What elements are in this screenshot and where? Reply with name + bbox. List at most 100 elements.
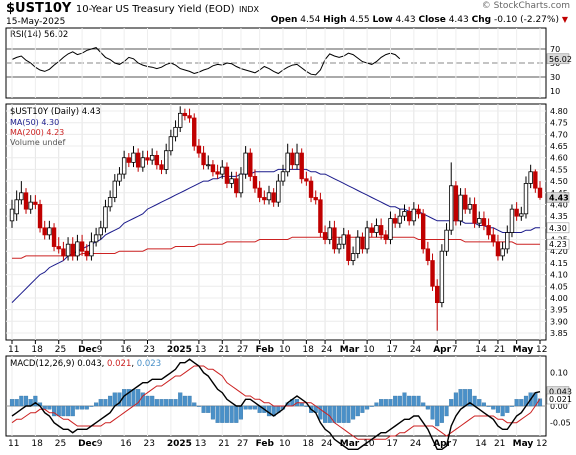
macd-histogram-bar bbox=[430, 405, 435, 420]
price-close-tag: 4.43 bbox=[549, 193, 569, 202]
price-legend-ma200: MA(200) 4.23 bbox=[10, 128, 64, 137]
candle-body bbox=[285, 152, 290, 173]
macd-histogram-bar bbox=[145, 395, 150, 407]
candle-body bbox=[509, 208, 515, 233]
macd-legend-text: MACD(12,26,9) 0.043, 0.021, 0.023 bbox=[10, 359, 161, 369]
candle-body bbox=[163, 150, 169, 170]
macd-histogram-bar bbox=[500, 405, 505, 417]
candle-body bbox=[224, 166, 230, 184]
ohlc-readout: Open 4.54 High 4.55 Low 4.43 Close 4.43 … bbox=[271, 15, 568, 25]
macd-histogram-bar bbox=[131, 389, 136, 407]
candle-body bbox=[336, 243, 342, 250]
price-ytick-label: 4.05 bbox=[550, 282, 568, 291]
price-xtick-label: 17 bbox=[386, 345, 397, 355]
exchange-label: INDX bbox=[239, 5, 259, 14]
price-xtick-label: 13 bbox=[195, 345, 206, 355]
candle-body bbox=[449, 185, 454, 231]
candle-body bbox=[472, 204, 477, 224]
rsi-legend-text: RSI(14) 56.02 bbox=[10, 30, 68, 40]
macd-histogram-bar bbox=[178, 392, 183, 407]
candle-body bbox=[491, 234, 496, 243]
candle-body bbox=[500, 248, 505, 257]
macd-histogram-bar bbox=[210, 405, 215, 420]
candle-body bbox=[280, 171, 286, 182]
macd-line bbox=[11, 358, 541, 450]
candle-body bbox=[93, 234, 99, 243]
candle-body bbox=[304, 178, 309, 182]
price-xtick-label: 9 bbox=[97, 345, 103, 355]
macd-histogram-bar bbox=[346, 405, 351, 423]
price-ytick-label: 4.65 bbox=[550, 142, 568, 151]
candle-body bbox=[234, 178, 239, 194]
price-ytick-label: 4.70 bbox=[550, 130, 568, 139]
candle-body bbox=[453, 185, 459, 222]
macd-histogram-bar bbox=[52, 405, 57, 417]
macd-histogram-bar bbox=[14, 399, 19, 407]
price-panel-frame bbox=[5, 103, 547, 341]
ma50-value-tag-box bbox=[546, 222, 570, 234]
rsi-ytick-label: 10 bbox=[550, 87, 560, 96]
macd-histogram-bar bbox=[411, 395, 416, 407]
macd-histogram-bar bbox=[467, 389, 472, 407]
ma200-line bbox=[12, 236, 540, 259]
macd-histogram-bar bbox=[477, 399, 482, 407]
macd-histogram-bar bbox=[243, 405, 248, 410]
macd-histogram-bar bbox=[393, 395, 398, 407]
rsi-value-tag: 56.02 bbox=[549, 55, 572, 64]
candle-body bbox=[178, 112, 183, 128]
candle-body bbox=[467, 204, 473, 210]
macd-xtick-label: 21 bbox=[494, 439, 505, 449]
price-ytick-label: 4.80 bbox=[550, 107, 568, 116]
macd-xtick-label: 12 bbox=[536, 439, 547, 449]
macd-histogram-bar bbox=[215, 405, 220, 423]
price-xtick-label: 21 bbox=[218, 345, 229, 355]
candle-body bbox=[388, 218, 393, 240]
price-ytick-label: 3.95 bbox=[550, 306, 568, 315]
candle-body bbox=[257, 187, 262, 198]
price-ytick-label: 4.00 bbox=[550, 294, 568, 303]
price-ytick-label: 3.90 bbox=[550, 317, 568, 326]
candle-body bbox=[378, 225, 384, 236]
price-xtick-label: Feb bbox=[256, 345, 275, 355]
candle-body bbox=[439, 250, 445, 304]
macd-histogram-bar bbox=[337, 405, 342, 423]
macd-histogram-bar bbox=[519, 399, 524, 407]
candle-body bbox=[308, 180, 314, 198]
macd-legend-part-3: 0.021 bbox=[107, 359, 131, 369]
candle-body bbox=[145, 157, 150, 161]
price-ytick-label: 3.85 bbox=[550, 329, 568, 338]
candle-body bbox=[318, 199, 323, 233]
macd-histogram-bar bbox=[341, 405, 346, 423]
macd-xtick-label: Feb bbox=[256, 439, 275, 449]
ma50-value-tag: 4.30 bbox=[549, 224, 567, 233]
price-xtick-label: Apr bbox=[433, 345, 451, 355]
candle-body bbox=[332, 227, 337, 250]
macd-value-tag: 0.043 bbox=[549, 388, 572, 397]
macd-xtick-label: May bbox=[513, 439, 534, 449]
macd-histogram-bar bbox=[407, 395, 412, 407]
candle-body bbox=[107, 197, 113, 208]
macd-histogram-bar bbox=[252, 405, 258, 410]
price-legend-symbol: $UST10Y (Daily) 4.43 bbox=[10, 107, 101, 117]
low-value: 4.43 bbox=[395, 15, 416, 25]
copyright-label[interactable]: © StockCharts.com bbox=[481, 1, 570, 11]
price-xtick-label: 23 bbox=[144, 345, 155, 355]
macd-xtick-label: 10 bbox=[363, 439, 375, 449]
macd-signal-tag: 0.021 bbox=[549, 395, 572, 404]
price-ytick-label: 4.55 bbox=[550, 165, 568, 174]
candle-body bbox=[28, 201, 33, 210]
macd-xtick-label: 11 bbox=[8, 439, 19, 449]
macd-histogram-bar bbox=[383, 399, 388, 407]
candle-body bbox=[369, 227, 374, 233]
candle-body bbox=[271, 192, 276, 203]
chart-title: $UST10Y 10-Year US Treasury Yield (EOD) … bbox=[6, 1, 259, 16]
macd-xtick-label: 7 bbox=[452, 439, 458, 449]
chg-value: -0.10 (-2.27%) bbox=[493, 15, 559, 25]
macd-histogram-bar bbox=[112, 392, 117, 407]
price-ytick-label: 4.60 bbox=[550, 154, 568, 163]
macd-histogram-bar bbox=[108, 395, 113, 407]
candle-body bbox=[383, 234, 389, 240]
open-label: Open bbox=[270, 15, 298, 25]
macd-histogram-bar bbox=[379, 399, 384, 407]
macd-histogram-bar bbox=[75, 405, 80, 410]
